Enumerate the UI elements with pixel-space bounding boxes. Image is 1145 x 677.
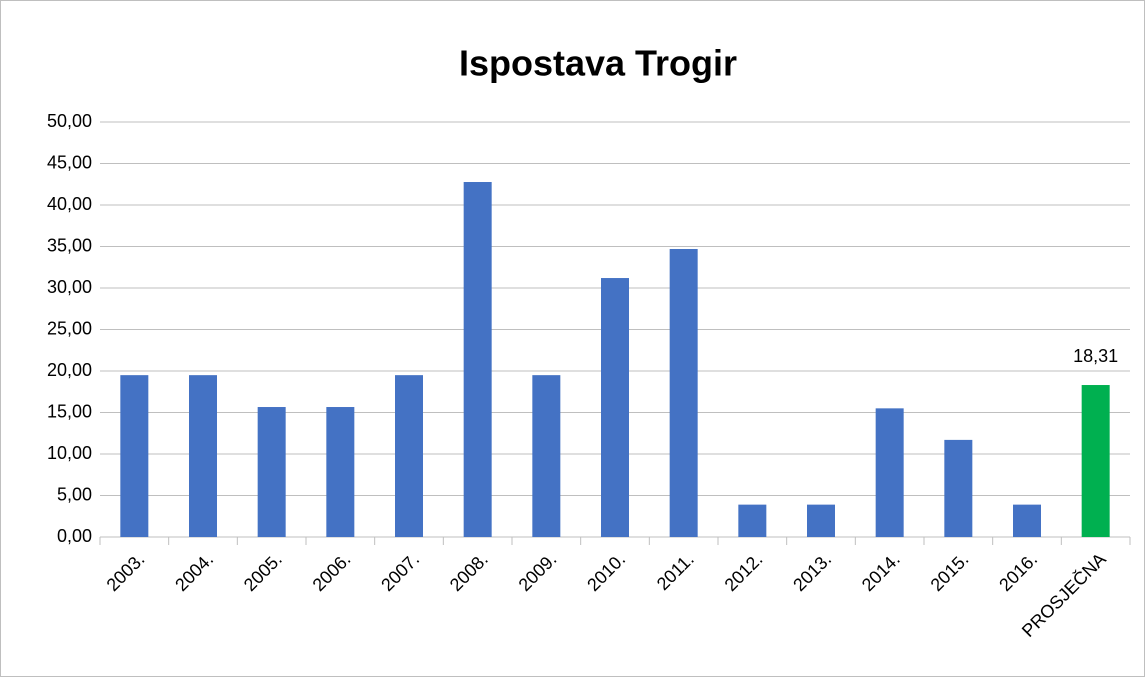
y-tick-label: 30,00	[47, 277, 92, 297]
bar	[326, 407, 355, 537]
y-tick-label: 25,00	[47, 318, 92, 338]
bar	[601, 278, 629, 537]
y-tick-label: 5,00	[57, 484, 92, 504]
bar	[1081, 385, 1110, 537]
bar	[120, 375, 149, 537]
y-tick-label: 35,00	[47, 235, 92, 255]
bar	[669, 248, 698, 538]
data-label: 18,31	[1073, 346, 1118, 366]
y-tick-label: 0,00	[57, 526, 92, 546]
bar	[944, 439, 973, 537]
y-tick-label: 50,00	[47, 111, 92, 131]
y-tick-label: 10,00	[47, 443, 92, 463]
bar	[463, 182, 492, 537]
bar	[189, 375, 217, 537]
bar	[257, 407, 286, 537]
bar	[532, 375, 561, 537]
bar	[807, 504, 835, 537]
bar	[875, 408, 904, 537]
bar	[738, 504, 767, 537]
y-tick-label: 15,00	[47, 401, 92, 421]
y-tick-label: 45,00	[47, 152, 92, 172]
chart-title: Ispostava Trogir	[459, 43, 737, 84]
bar	[395, 375, 423, 537]
y-tick-label: 20,00	[47, 360, 92, 380]
y-tick-label: 40,00	[47, 194, 92, 214]
bar	[1013, 504, 1041, 537]
